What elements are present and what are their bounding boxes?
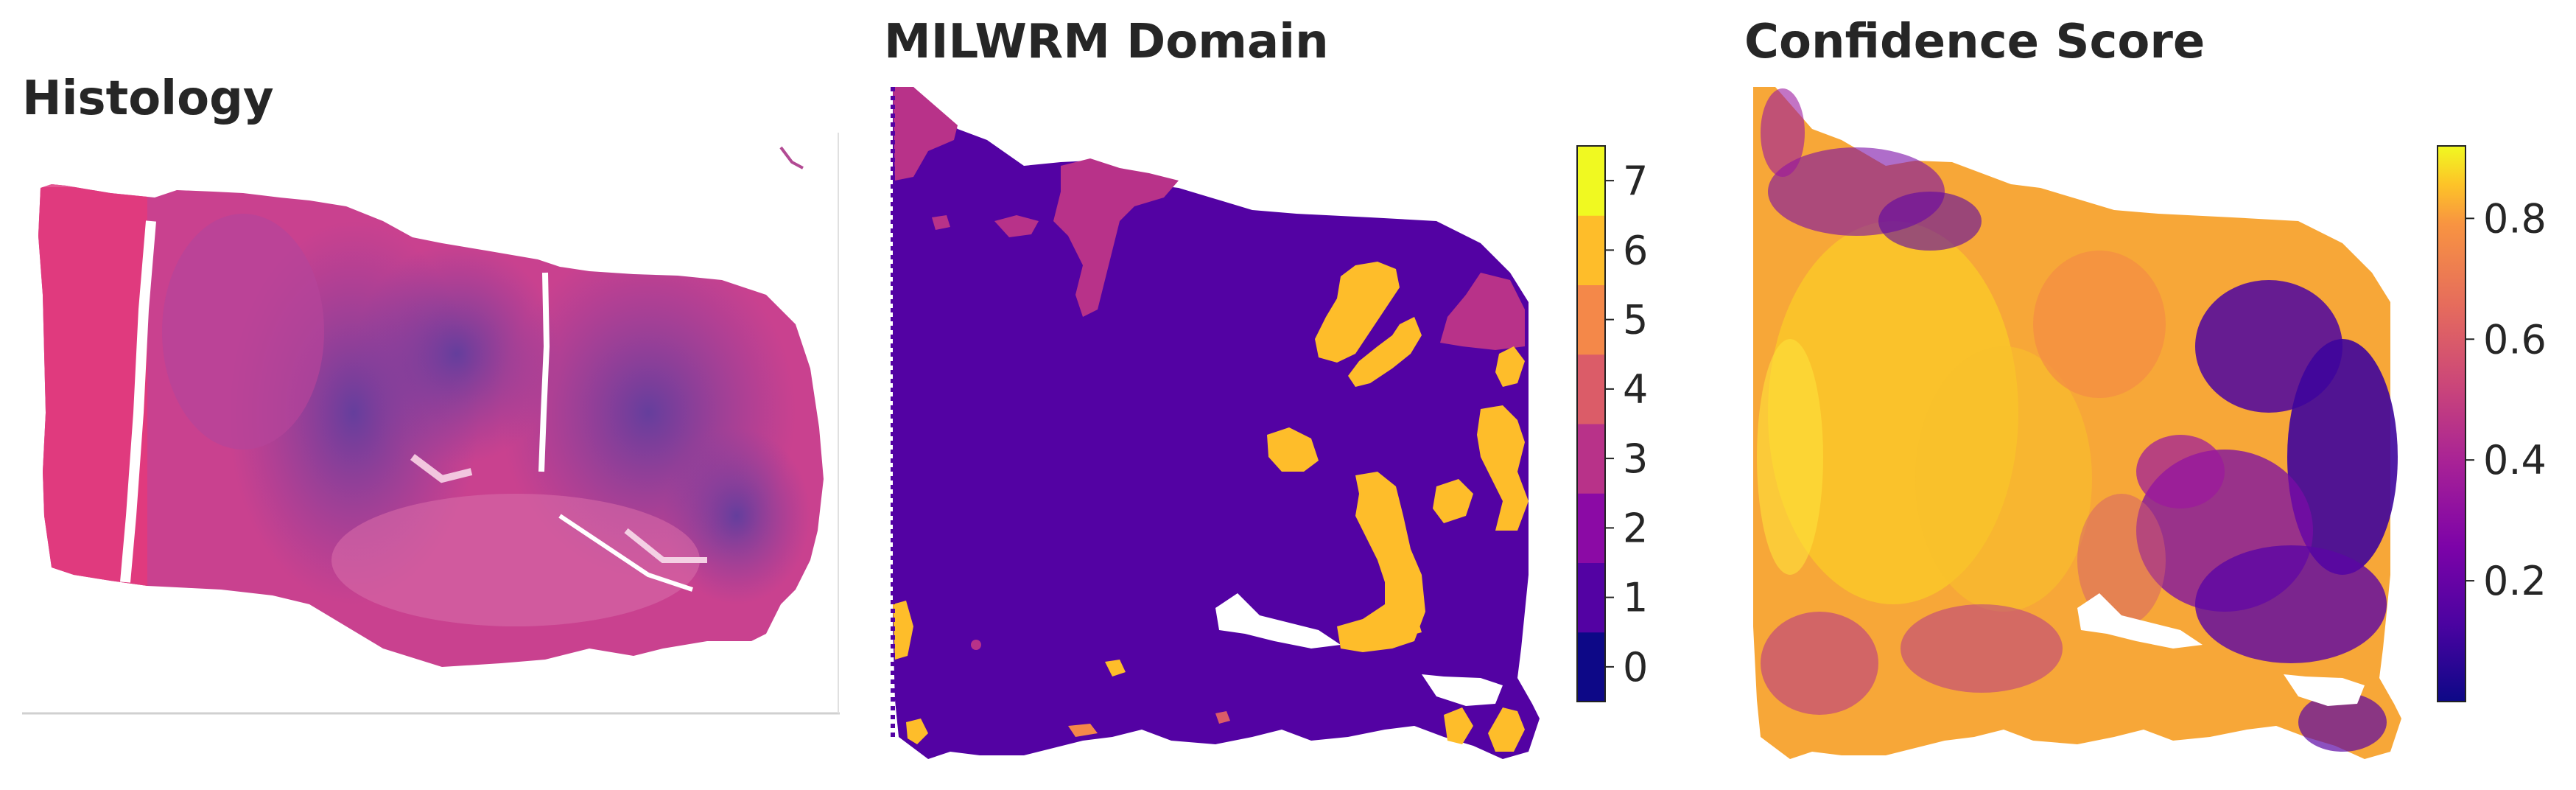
colorbar-tick-label: 7 xyxy=(1623,158,1648,204)
colorbar-tick-label: 2 xyxy=(1623,505,1648,551)
colorbar-tick-label: 0.4 xyxy=(2483,437,2547,483)
colorbar-tick-label: 0.6 xyxy=(2483,316,2547,363)
confidence-score-title: Confidence Score xyxy=(1744,15,2205,69)
confidence-score-map xyxy=(1753,87,2401,759)
domain-3-region xyxy=(893,87,958,181)
colorbar-tick-label: 6 xyxy=(1623,227,1648,273)
colorbar-segment-6 xyxy=(1577,215,1605,285)
domain-3-region xyxy=(1053,158,1179,317)
confidence-colorbar: 0.2 0.4 0.6 0.8 xyxy=(2437,145,2547,702)
colorbar-segment-2 xyxy=(1577,493,1605,563)
colorbar-segment-3 xyxy=(1577,424,1605,494)
colorbar-segment-1 xyxy=(1577,562,1605,633)
milwrm-domain-map xyxy=(891,87,1540,759)
domain-3-region xyxy=(1440,273,1525,350)
milwrm-domain-title: MILWRM Domain xyxy=(884,15,1329,69)
colorbar-tick-label: 0.8 xyxy=(2483,195,2547,242)
colorbar-segment-0 xyxy=(1577,632,1605,702)
colorbar-tick-label: 0 xyxy=(1623,644,1648,691)
colorbar-tick-label: 1 xyxy=(1623,575,1648,621)
colorbar-segment-4 xyxy=(1577,354,1605,424)
colorbar-segment-5 xyxy=(1577,284,1605,355)
colorbar-tick-label: 4 xyxy=(1623,366,1648,413)
colorbar-tick-label: 3 xyxy=(1623,436,1648,482)
domain-6-region xyxy=(1315,262,1400,363)
milwrm-colorbar: 0 1 2 3 4 5 6 7 xyxy=(1576,145,1648,702)
histology-image xyxy=(22,133,840,715)
colorbar-tick-label: 0.2 xyxy=(2483,558,2547,604)
domain-1-region xyxy=(893,87,1540,759)
histology-title: Histology xyxy=(22,71,274,126)
domain-6-region xyxy=(1337,472,1425,652)
colorbar-tick-label: 5 xyxy=(1623,297,1648,343)
colorbar-segment-7 xyxy=(1577,146,1605,216)
